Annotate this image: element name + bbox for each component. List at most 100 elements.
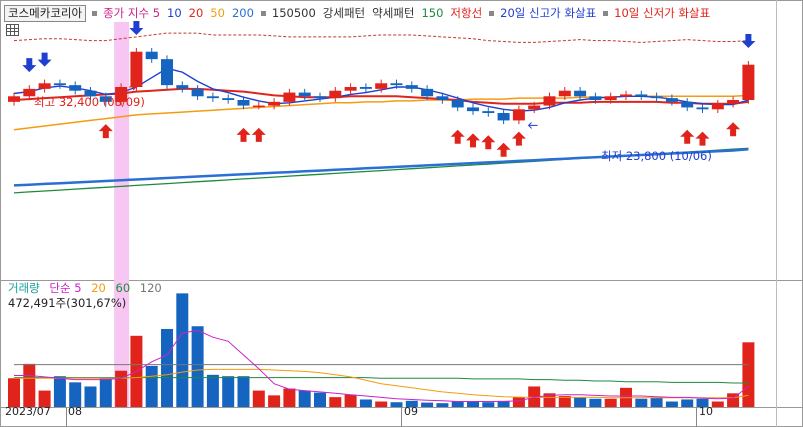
candle-body xyxy=(115,87,128,102)
volume-bar xyxy=(161,328,173,407)
volume-bar xyxy=(711,401,724,407)
volume-bar xyxy=(696,398,709,407)
candle-body xyxy=(467,107,479,112)
stock-name-tag[interactable]: 코스메카코리아 xyxy=(4,4,87,22)
volume-bar xyxy=(252,390,265,407)
candle-body xyxy=(665,98,678,102)
volume-bar xyxy=(84,386,97,407)
candle-body xyxy=(53,83,66,86)
volume-legend-ma20: 20 xyxy=(91,281,106,295)
candle-body xyxy=(222,98,235,100)
new-low-arrow xyxy=(466,133,480,148)
volume-bar xyxy=(390,402,403,407)
volume-bar xyxy=(176,293,189,407)
volume-bar xyxy=(467,401,479,407)
candle-body xyxy=(696,107,709,110)
candle-body xyxy=(176,85,189,89)
x-label-aug: 08 xyxy=(68,405,82,418)
volume-bar xyxy=(512,397,525,407)
volume-bar xyxy=(53,376,66,407)
volume-bar xyxy=(115,370,128,407)
min-marker-arrow xyxy=(527,122,538,129)
candle-body xyxy=(314,96,326,99)
candle-body xyxy=(283,92,296,102)
min-price-label: 최저 23,800 (10/06) xyxy=(601,149,712,163)
max-marker-arrow xyxy=(129,83,137,91)
legend-ma5: 종가 지수 5 xyxy=(103,6,161,20)
volume-ma20-line xyxy=(14,368,749,399)
volume-bar xyxy=(206,374,219,407)
candle-body xyxy=(727,100,740,104)
ma200-line xyxy=(13,147,749,187)
volume-bar xyxy=(268,395,281,407)
resistance-line xyxy=(13,32,749,43)
legend-150500: 150500 xyxy=(271,6,316,20)
candle-body xyxy=(620,94,632,97)
grid-icon[interactable] xyxy=(6,24,19,36)
candle-body xyxy=(589,96,602,100)
candle-body xyxy=(421,88,434,97)
legend-ma10: 10 xyxy=(167,6,182,20)
volume-bar xyxy=(497,400,510,407)
candle-body xyxy=(237,100,250,106)
candle-body xyxy=(390,83,403,86)
new-low-arrow xyxy=(496,142,511,157)
candle-body xyxy=(650,96,663,99)
volume-bar xyxy=(482,402,495,407)
candle-body xyxy=(344,87,357,91)
candle-body xyxy=(375,83,388,89)
new-low-arrow xyxy=(726,122,741,137)
legend-new-low-arrow: 10일 신저가 화살표 xyxy=(614,6,711,20)
candle-body xyxy=(512,109,525,121)
volume-bar xyxy=(359,399,372,407)
candle-body xyxy=(574,90,587,97)
volume-bar xyxy=(298,390,311,407)
volume-ma5-line xyxy=(14,329,749,402)
new-high-arrow xyxy=(22,58,37,73)
candle-body xyxy=(268,101,281,106)
legend-marker-icon xyxy=(603,10,609,16)
volume-bar xyxy=(344,394,357,407)
highlight-column xyxy=(114,22,130,407)
candle-body xyxy=(436,96,449,100)
candle-body xyxy=(405,85,418,89)
legend-bear-pattern: 약세패턴 xyxy=(372,6,415,20)
candle-body xyxy=(69,85,82,91)
volume-bar xyxy=(604,398,617,407)
volume-bar xyxy=(635,398,648,407)
volume-bar xyxy=(528,386,541,407)
volume-legend-volume: 거래량 xyxy=(8,281,40,295)
volume-bar xyxy=(191,326,204,407)
volume-bar xyxy=(375,401,388,407)
x-label-sep: 09 xyxy=(404,405,418,418)
new-low-arrow xyxy=(450,129,465,144)
candle-body xyxy=(558,90,571,97)
candle-body xyxy=(543,96,556,106)
candle-body xyxy=(191,88,204,97)
volume-bar xyxy=(451,401,464,407)
volume-bar xyxy=(543,393,556,407)
volume-bar xyxy=(421,402,434,407)
x-label-oct: 10 xyxy=(699,405,713,418)
candle-body xyxy=(482,111,495,113)
price-legend: 코스메카코리아 종가 지수 5 10 20 50 200 150500 강세패턴… xyxy=(4,4,717,22)
candle-body xyxy=(604,96,617,100)
ma20-line xyxy=(13,87,749,105)
candle-body xyxy=(635,94,648,97)
volume-bar xyxy=(99,377,112,407)
volume-bar xyxy=(589,398,602,407)
candle-body xyxy=(742,64,755,100)
new-low-arrow xyxy=(511,131,526,146)
volume-legend-ma120: 120 xyxy=(139,281,162,295)
candle-body xyxy=(161,59,173,86)
x-label-start: 2023/07 xyxy=(5,405,51,418)
legend-resistance: 저항선 xyxy=(450,6,483,20)
legend-ma50: 50 xyxy=(210,6,225,20)
volume-bar xyxy=(650,397,663,407)
candle-body xyxy=(711,103,724,110)
candle-body xyxy=(359,87,372,89)
volume-bar xyxy=(314,392,326,407)
new-low-arrow xyxy=(695,131,710,146)
